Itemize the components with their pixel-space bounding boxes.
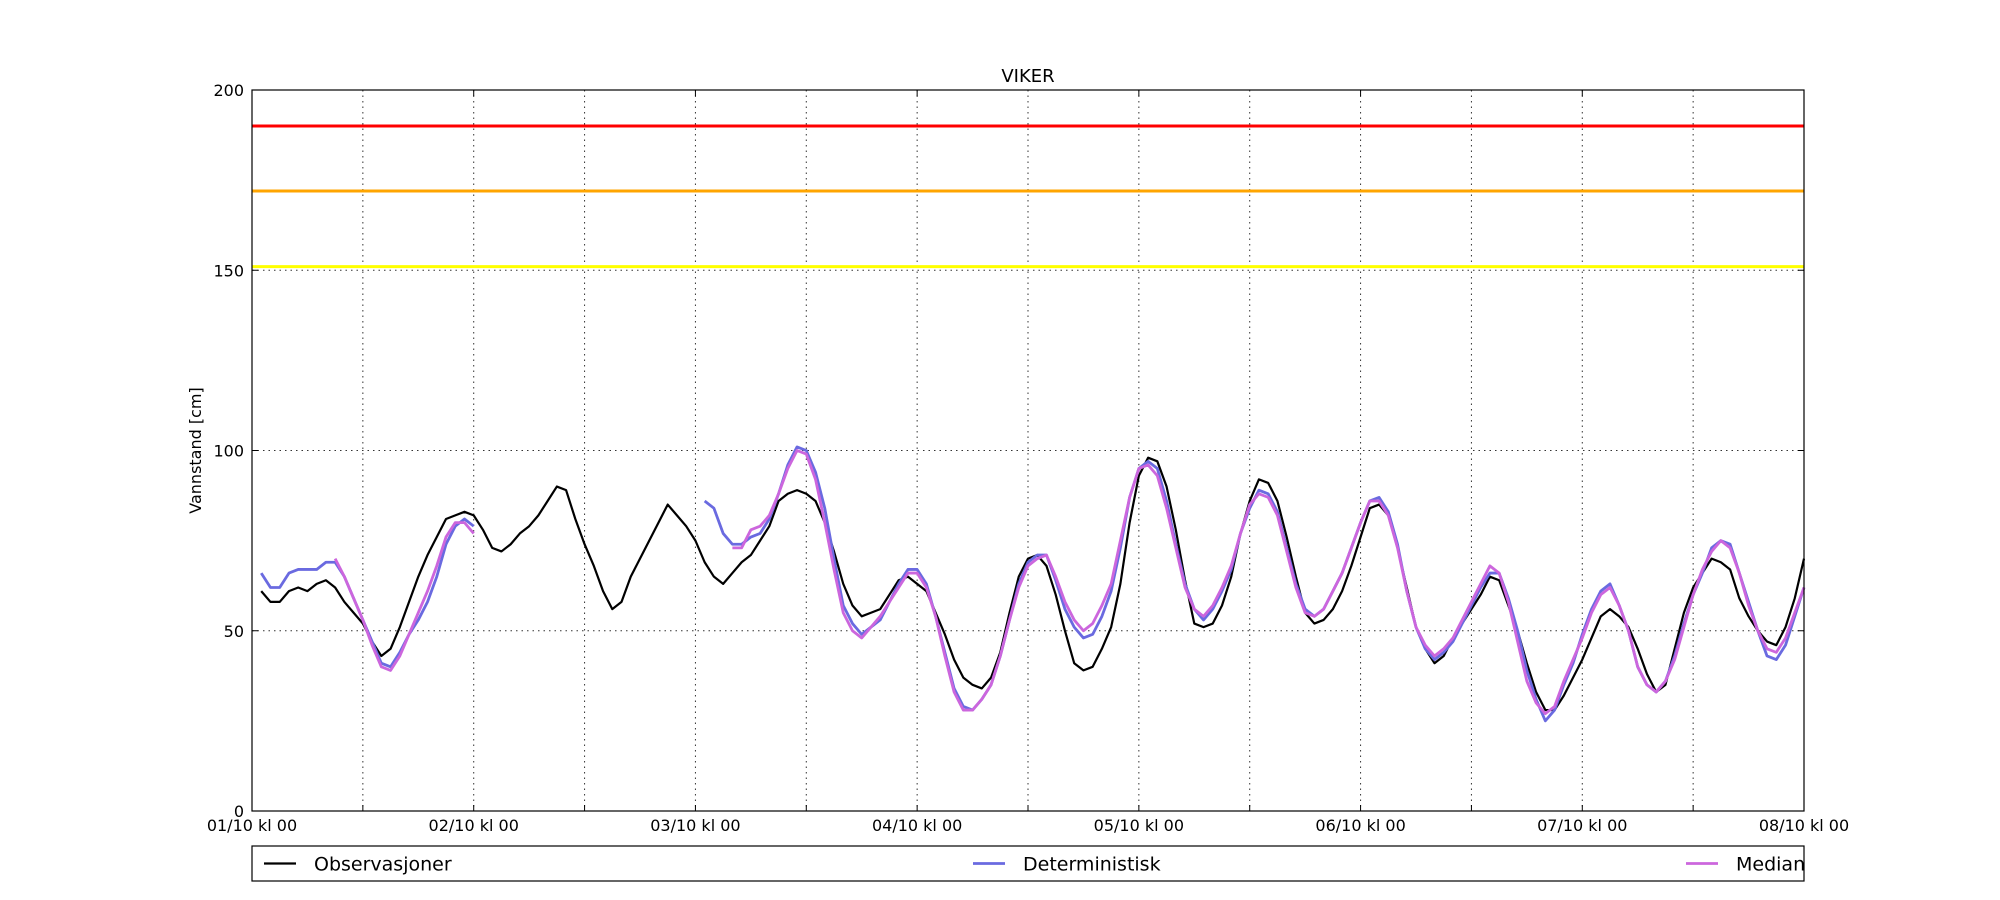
x-tick-label: 06/10 kl 00 xyxy=(1315,816,1405,835)
x-tick-label: 04/10 kl 00 xyxy=(872,816,962,835)
y-tick-label: 0 xyxy=(234,802,244,821)
legend-label: Median xyxy=(1736,854,1805,876)
x-tick-label: 02/10 kl 00 xyxy=(429,816,519,835)
tick-labels: 01/10 kl 00 02/10 kl 00 03/10 kl 00 04/10 k… xyxy=(207,81,1849,835)
series-lines xyxy=(260,445,1806,723)
x-tick-label: 07/10 kl 00 xyxy=(1537,816,1627,835)
y-axis-label: Vannstand [cm] xyxy=(186,387,205,513)
threshold-lines xyxy=(252,124,1804,269)
grid-layer xyxy=(252,90,1804,811)
x-tick-label: 08/10 kl 00 xyxy=(1759,816,1849,835)
chart-title: VIKER xyxy=(1001,66,1054,87)
legend: Observasjoner Deterministisk Median xyxy=(251,845,1805,882)
y-tick-label: 50 xyxy=(224,622,244,641)
y-tick-label: 100 xyxy=(213,442,244,461)
legend-box xyxy=(251,845,1805,882)
legend-label: Deterministisk xyxy=(1023,854,1161,876)
x-tick-label: 01/10 kl 00 xyxy=(207,816,297,835)
series-observasjoner xyxy=(260,456,1806,712)
x-tick-label: 05/10 kl 00 xyxy=(1094,816,1184,835)
x-tick-label: 03/10 kl 00 xyxy=(650,816,740,835)
series-median xyxy=(333,449,1806,716)
series-line xyxy=(260,456,1806,712)
y-tick-label: 150 xyxy=(213,261,244,280)
series-line xyxy=(732,449,1806,716)
series-line xyxy=(333,521,475,672)
y-tick-label: 200 xyxy=(213,81,244,100)
legend-label: Observasjoner xyxy=(314,854,452,876)
series-line xyxy=(260,517,475,669)
tick-marks xyxy=(251,89,1805,812)
